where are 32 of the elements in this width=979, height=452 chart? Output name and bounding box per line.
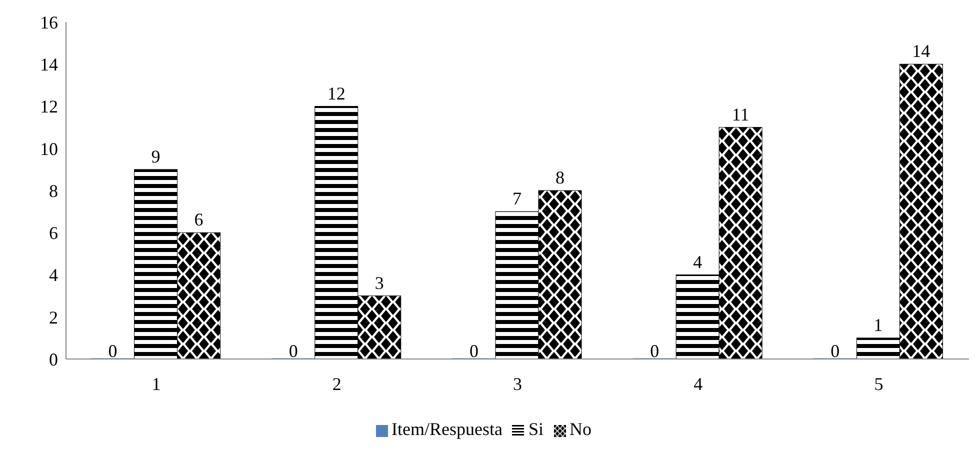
data-label: 3 <box>374 272 384 293</box>
data-label: 6 <box>194 210 204 230</box>
y-tick-label: 14 <box>40 54 58 75</box>
data-label: 0 <box>830 341 840 361</box>
data-label: 9 <box>151 146 160 166</box>
y-tick-label: 0 <box>49 349 58 370</box>
y-tick-label: 12 <box>40 96 58 117</box>
data-label: 0 <box>469 341 478 361</box>
x-tick-label: 1 <box>152 374 161 394</box>
data-label: 14 <box>912 41 930 62</box>
x-tick-label: 3 <box>513 374 522 394</box>
x-tick-label: 4 <box>694 374 703 394</box>
data-label: 8 <box>555 168 564 188</box>
y-tick-label: 6 <box>49 223 58 244</box>
x-tick-label: 5 <box>874 374 884 394</box>
data-label: 0 <box>288 341 298 361</box>
y-tick-label: 8 <box>49 180 58 201</box>
data-label: 0 <box>650 341 660 361</box>
x-tick-label: 2 <box>332 374 342 394</box>
data-label: 7 <box>512 188 522 209</box>
y-tick-label: 10 <box>40 138 58 159</box>
data-label: 1 <box>874 314 883 335</box>
data-label: 4 <box>693 252 702 272</box>
y-tick-label: 16 <box>40 12 58 32</box>
y-tick-label: 2 <box>49 307 58 328</box>
data-label: 11 <box>732 104 750 124</box>
legend-label: No <box>570 419 592 439</box>
y-tick-label: 4 <box>49 265 58 286</box>
legend-label: Item/Respuesta <box>392 419 502 439</box>
legend-label: Si <box>528 419 544 439</box>
data-label: 12 <box>327 83 346 104</box>
data-label: 0 <box>108 341 118 361</box>
